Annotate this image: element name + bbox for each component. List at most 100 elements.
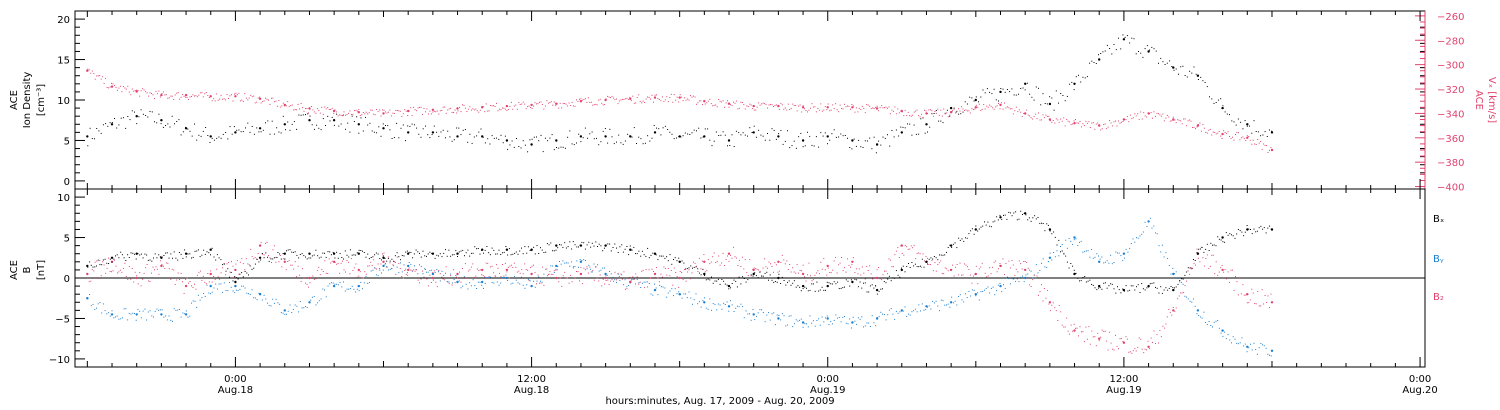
ion-density-sample xyxy=(684,132,686,134)
bx-sample xyxy=(939,254,940,256)
velocity-x-sample xyxy=(770,103,771,105)
velocity-x-sample xyxy=(735,100,737,102)
by-sample xyxy=(545,268,547,270)
bx-sample xyxy=(965,237,966,239)
bz-sample xyxy=(1159,330,1161,331)
ion-density-sample xyxy=(831,133,833,135)
bz-sample xyxy=(884,270,885,272)
bz-sample xyxy=(506,271,508,273)
by-sample xyxy=(382,269,384,271)
bx-point xyxy=(826,284,829,288)
bz-sample xyxy=(159,260,161,262)
velocity-x-sample xyxy=(302,107,304,109)
bx-sample xyxy=(1142,288,1144,290)
bx-sample xyxy=(726,284,728,286)
by-sample xyxy=(1217,320,1219,321)
velocity-x-sample xyxy=(435,111,437,113)
velocity-x-sample xyxy=(756,106,758,108)
velocity-axis-ticks: −260−280−300−320−340−360−380−400 xyxy=(1415,11,1464,194)
ion-density-sample xyxy=(111,122,113,123)
by-sample xyxy=(1136,237,1137,239)
bx-sample xyxy=(787,281,788,283)
bx-sample xyxy=(781,276,783,278)
bz-sample xyxy=(556,269,558,271)
velocity-x-sample xyxy=(918,115,920,117)
velocity-x-sample xyxy=(995,106,997,108)
bz-sample xyxy=(1041,284,1042,286)
bx-sample xyxy=(1251,233,1253,235)
by-sample xyxy=(273,302,275,304)
bz-sample xyxy=(903,254,905,256)
by-sample xyxy=(306,307,308,308)
velocity-x-sample xyxy=(986,105,988,107)
velocity-x-sample xyxy=(1073,120,1075,122)
bx-sample xyxy=(479,253,481,255)
bx-sample xyxy=(391,258,393,260)
bx-sample xyxy=(828,282,830,284)
velocity-x-sample xyxy=(439,110,441,112)
velocity-x-sample xyxy=(266,98,268,100)
bx-sample xyxy=(864,282,866,284)
bz-sample xyxy=(841,257,843,258)
velocity-x-sample xyxy=(959,110,961,112)
bz-sample xyxy=(469,269,471,271)
velocity-x-sample xyxy=(1149,113,1151,115)
by-sample xyxy=(470,285,472,287)
velocity-x-sample xyxy=(746,105,748,107)
velocity-x-sample xyxy=(796,110,798,112)
by-sample xyxy=(831,323,833,325)
velocity-x-sample xyxy=(1160,115,1162,117)
bx-sample xyxy=(237,278,239,280)
bz-sample xyxy=(396,256,398,258)
velocity-x-sample xyxy=(882,107,884,109)
bz-sample xyxy=(571,281,573,283)
bx-sample xyxy=(1103,282,1105,284)
velocity-x-sample xyxy=(929,109,931,111)
bx-sample xyxy=(147,259,149,261)
bz-sample xyxy=(876,269,878,271)
by-sample xyxy=(268,304,270,306)
ion-density-sample xyxy=(140,109,142,111)
velocity-x-sample xyxy=(722,100,724,102)
velocity-x-sample xyxy=(839,104,841,106)
by-sample xyxy=(1225,338,1227,340)
by-point xyxy=(1073,236,1076,239)
velocity-x-sample xyxy=(402,113,404,115)
bx-sample xyxy=(698,272,700,274)
velocity-x-sample xyxy=(269,104,271,105)
bx-sample xyxy=(265,252,267,254)
bz-sample xyxy=(986,276,988,278)
bz-point xyxy=(826,264,829,268)
velocity-x-point xyxy=(431,108,435,112)
ion-density-sample xyxy=(502,142,504,144)
bx-sample xyxy=(413,253,415,255)
ion-density-sample xyxy=(447,130,449,132)
by-sample xyxy=(1054,256,1056,258)
ion-density-sample xyxy=(158,113,160,115)
bx-sample xyxy=(1232,235,1234,237)
by-sample xyxy=(386,266,388,267)
bx-sample xyxy=(232,280,234,282)
bz-sample xyxy=(721,262,723,264)
by-sample xyxy=(291,312,293,313)
bx-sample xyxy=(664,257,666,259)
bx-sample xyxy=(489,254,491,256)
velocity-x-sample xyxy=(176,92,178,94)
bz-sample xyxy=(464,263,466,265)
ion-density-sample xyxy=(516,138,517,139)
bz-sample xyxy=(855,268,857,270)
by-sample xyxy=(484,282,486,284)
bx-sample xyxy=(1122,288,1124,290)
bz-sample xyxy=(1156,333,1158,335)
bx-sample xyxy=(294,251,296,253)
bx-point xyxy=(1073,272,1076,276)
bz-sample xyxy=(999,263,1001,265)
by-sample xyxy=(298,311,300,313)
bx-sample xyxy=(1218,238,1220,240)
bz-sample xyxy=(128,266,130,267)
ion-density-sample xyxy=(154,121,155,123)
velocity-x-sample xyxy=(1195,128,1196,130)
by-sample xyxy=(591,271,593,273)
by-sample xyxy=(237,290,239,292)
by-sample xyxy=(1227,334,1229,336)
